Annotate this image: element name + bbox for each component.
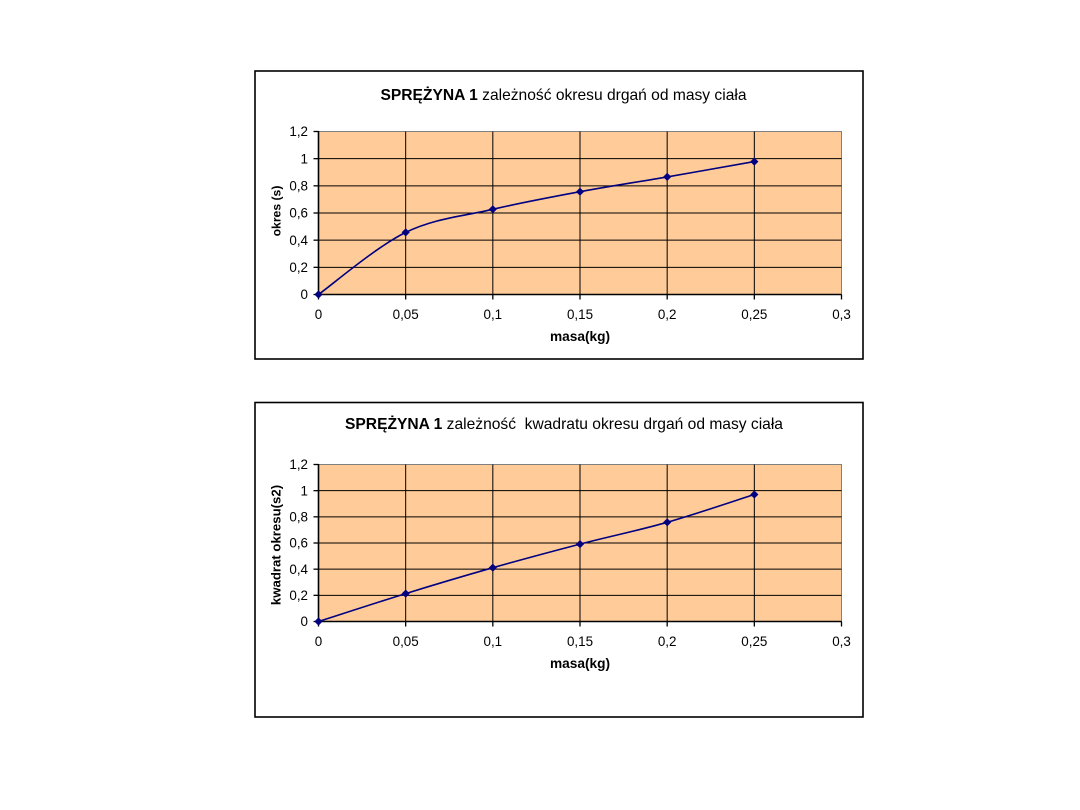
svg-text:0,05: 0,05 xyxy=(393,307,419,322)
svg-text:0: 0 xyxy=(315,307,322,322)
svg-text:0,15: 0,15 xyxy=(567,307,593,322)
svg-text:0,3: 0,3 xyxy=(832,307,851,322)
svg-text:1,2: 1,2 xyxy=(289,124,308,139)
svg-text:0,05: 0,05 xyxy=(393,634,419,649)
svg-text:0,6: 0,6 xyxy=(289,536,308,551)
svg-text:0,25: 0,25 xyxy=(741,307,767,322)
svg-text:0,8: 0,8 xyxy=(289,510,308,525)
svg-text:kwadrat okresu(s2): kwadrat okresu(s2) xyxy=(269,485,284,605)
svg-text:0: 0 xyxy=(301,287,308,302)
svg-text:0: 0 xyxy=(301,614,308,629)
svg-text:0,25: 0,25 xyxy=(741,634,767,649)
svg-text:0,2: 0,2 xyxy=(658,634,677,649)
svg-text:1: 1 xyxy=(301,483,308,498)
svg-text:masa(kg): masa(kg) xyxy=(550,329,610,344)
svg-text:masa(kg): masa(kg) xyxy=(550,656,610,671)
svg-text:0,2: 0,2 xyxy=(289,260,308,275)
svg-text:0,6: 0,6 xyxy=(289,206,308,221)
svg-text:SPRĘŻYNA 1 zależność kwadratu: SPRĘŻYNA 1 zależność kwadratu okresu drg… xyxy=(345,415,783,433)
svg-text:0,2: 0,2 xyxy=(289,588,308,603)
svg-text:0: 0 xyxy=(315,634,322,649)
svg-text:0,2: 0,2 xyxy=(658,307,677,322)
svg-text:0,8: 0,8 xyxy=(289,179,308,194)
svg-text:0,4: 0,4 xyxy=(289,562,308,577)
svg-text:okres (s): okres (s) xyxy=(270,186,284,237)
svg-text:0,1: 0,1 xyxy=(484,307,503,322)
svg-text:1: 1 xyxy=(301,151,308,166)
svg-text:0,1: 0,1 xyxy=(484,634,503,649)
svg-text:0,15: 0,15 xyxy=(567,634,593,649)
svg-text:0,4: 0,4 xyxy=(289,233,308,248)
svg-text:1,2: 1,2 xyxy=(289,457,308,472)
svg-text:0,3: 0,3 xyxy=(832,634,851,649)
svg-text:SPRĘŻYNA 1 zależność okresu dr: SPRĘŻYNA 1 zależność okresu drgań od mas… xyxy=(380,86,746,104)
